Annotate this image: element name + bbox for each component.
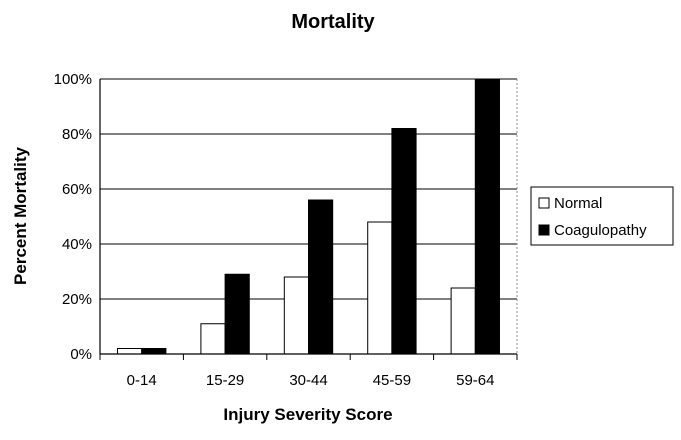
legend-label-coagulopathy: Coagulopathy xyxy=(554,222,647,239)
bar-normal-0-14 xyxy=(117,348,143,355)
bar-normal-59-64 xyxy=(450,287,476,355)
x-tick-label: 59-64 xyxy=(456,372,494,389)
bars xyxy=(117,78,500,355)
bar-coagulopathy-45-59 xyxy=(391,128,417,355)
bar-normal-30-44 xyxy=(283,276,309,355)
chart-title: Mortality xyxy=(291,11,375,33)
y-axis-title: Percent Mortality xyxy=(11,146,30,284)
bar-coagulopathy-15-29 xyxy=(224,273,250,355)
x-axis-title: Injury Severity Score xyxy=(223,405,392,424)
grid-lines xyxy=(100,78,517,300)
legend-swatch-normal xyxy=(538,197,550,209)
y-tick-label: 0% xyxy=(70,346,92,363)
legend-box xyxy=(530,186,674,246)
y-tick-label: 20% xyxy=(62,291,92,308)
bar-coagulopathy-0-14 xyxy=(141,348,167,355)
bar-normal-45-59 xyxy=(367,221,393,355)
bar-coagulopathy-30-44 xyxy=(308,199,334,355)
x-tick-label: 30-44 xyxy=(289,372,327,389)
x-tick-labels: 0-14 15-29 30-44 45-59 59-64 xyxy=(127,372,495,389)
x-tick-label: 15-29 xyxy=(206,372,244,389)
bar-normal-15-29 xyxy=(200,323,226,355)
x-tick-label: 0-14 xyxy=(127,372,157,389)
y-tick-label: 40% xyxy=(62,236,92,253)
legend-label-normal: Normal xyxy=(554,195,602,212)
legend: Normal Coagulopathy xyxy=(530,186,674,246)
y-tick-label: 100% xyxy=(54,71,92,88)
bar-coagulopathy-59-64 xyxy=(474,78,500,355)
y-tick-labels: 0% 20% 40% 60% 80% 100% xyxy=(54,71,92,363)
y-tick-label: 80% xyxy=(62,126,92,143)
legend-swatch-coagulopathy xyxy=(538,224,550,236)
y-tick-label: 60% xyxy=(62,181,92,198)
x-tick-label: 45-59 xyxy=(373,372,411,389)
axes xyxy=(99,79,518,360)
